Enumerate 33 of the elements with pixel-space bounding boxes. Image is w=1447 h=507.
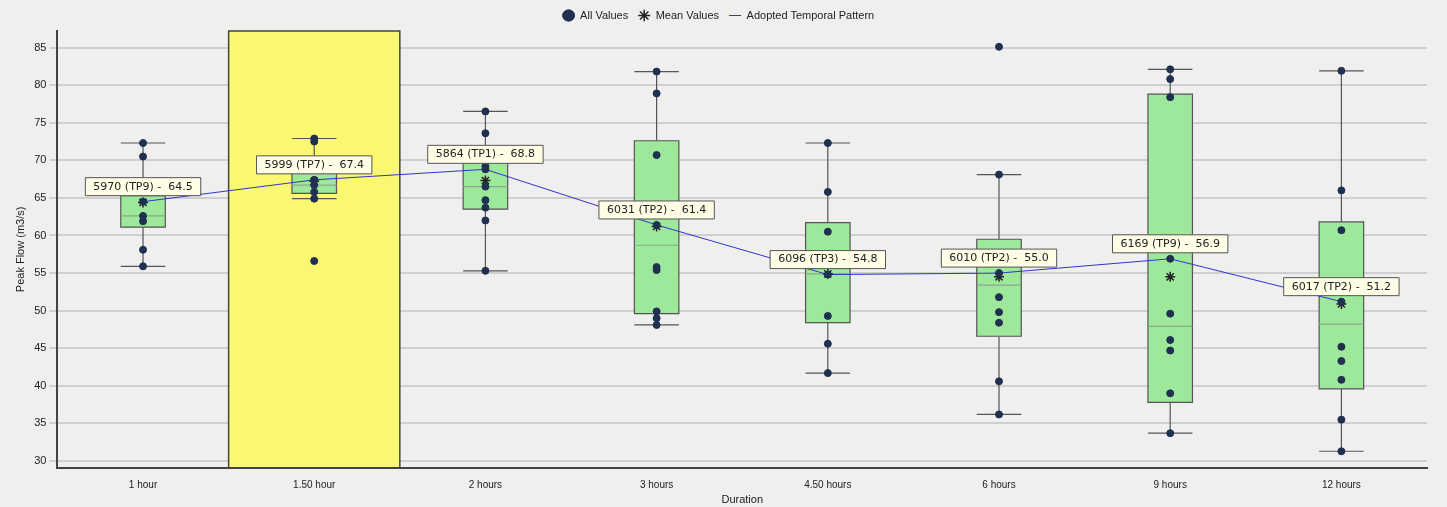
x-tick-label: 12 hours [1321, 478, 1361, 490]
annotation: 6010 (TP2) - 55.0 [949, 250, 1049, 264]
y-tick-label: 55 [34, 266, 47, 279]
y-tick-label: 30 [34, 454, 47, 467]
y-tick-label: 35 [34, 416, 47, 429]
annotation: 6096 (TP3) - 54.8 [778, 252, 878, 266]
y-tick-label: 50 [34, 303, 47, 316]
x-tick-label: 1 hour [128, 478, 158, 490]
annotation: 6169 (TP9) - 56.9 [1120, 236, 1220, 250]
annotation: 5864 (TP1) - 68.8 [435, 147, 536, 161]
legend-label: Adopted Temporal Pattern [746, 8, 875, 21]
annotation: 6031 (TP2) - 61.4 [606, 202, 707, 216]
x-tick-label: 4.50 hours [804, 478, 852, 490]
y-tick-label: 70 [34, 153, 47, 166]
y-tick-label: 40 [34, 378, 47, 391]
x-tick-label: 1.50 hour [293, 478, 337, 490]
annotation: 5970 (TP9) - 64.5 [93, 179, 193, 193]
y-tick-label: 80 [34, 78, 47, 91]
y-tick-label: 85 [34, 40, 47, 53]
legend-label: Mean Values [655, 8, 720, 21]
x-tick-label: 3 hours [639, 478, 674, 490]
annotation: 6017 (TP2) - 51.2 [1291, 279, 1392, 293]
y-tick-label: 45 [34, 341, 47, 354]
annotation: 5999 (TP7) - 67.4 [264, 157, 364, 171]
x-tick-label: 9 hours [1153, 478, 1187, 490]
legend-label: All Values [580, 8, 629, 21]
y-tick-label: 75 [34, 115, 47, 128]
x-tick-label: 6 hours [982, 478, 1016, 490]
y-tick-label: 60 [34, 228, 47, 241]
y-axis-title: Peak Flow (m3/s) [13, 206, 26, 293]
y-tick-label: 65 [34, 190, 47, 203]
x-tick-label: 2 hours [468, 478, 503, 490]
x-axis-title: Duration [721, 493, 764, 506]
